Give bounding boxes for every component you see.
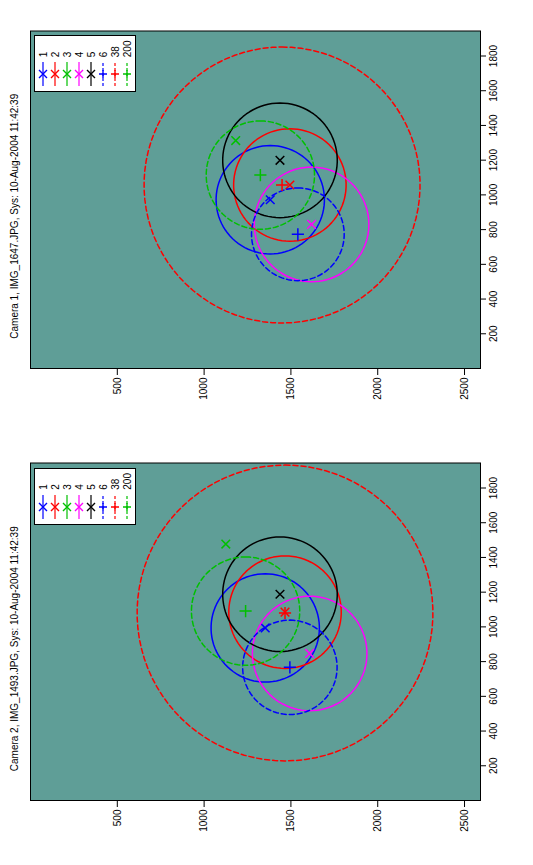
- svg-text:1400: 1400: [488, 114, 499, 137]
- svg-text:1600: 1600: [488, 512, 499, 535]
- svg-text:1800: 1800: [488, 477, 499, 500]
- html-text:5: 5: [85, 51, 97, 58]
- svg-text:1800: 1800: [488, 44, 499, 67]
- svg-text:1200: 1200: [488, 149, 499, 172]
- svg-text:1000: 1000: [198, 377, 209, 400]
- svg-text:1200: 1200: [488, 581, 499, 604]
- svg-text:2000: 2000: [372, 377, 383, 400]
- svg-text:200: 200: [488, 757, 499, 774]
- html-text:Camera 2, IMG_1493.JPG, Sys: 1: Camera 2, IMG_1493.JPG, Sys: 10-Aug-2004…: [9, 526, 20, 772]
- html-text:6: 6: [97, 484, 109, 490]
- html-text:1: 1: [37, 484, 49, 490]
- svg-text:1600: 1600: [488, 79, 499, 102]
- svg-text:600: 600: [488, 688, 499, 705]
- html-text:200: 200: [121, 40, 133, 58]
- svg-text:200: 200: [488, 325, 499, 342]
- svg-text:800: 800: [488, 653, 499, 670]
- svg-text:800: 800: [488, 221, 499, 238]
- svg-text:1500: 1500: [285, 810, 296, 833]
- html-text:4: 4: [73, 484, 85, 490]
- svg-text:1000: 1000: [488, 183, 499, 206]
- html-text:Camera 1, IMG_1647.JPG, Sys: 1: Camera 1, IMG_1647.JPG, Sys: 10-Aug-2004…: [9, 93, 20, 339]
- html-text:3: 3: [61, 51, 73, 58]
- svg-text:400: 400: [488, 723, 499, 740]
- html-text:2: 2: [49, 51, 61, 58]
- svg-text:1500: 1500: [285, 377, 296, 400]
- svg-text:2500: 2500: [459, 810, 470, 833]
- html-text:4: 4: [73, 51, 85, 58]
- html-text:38: 38: [109, 478, 121, 490]
- html-text:2: 2: [49, 484, 61, 490]
- svg-text:2500: 2500: [459, 377, 470, 400]
- html-text:200: 200: [121, 473, 133, 490]
- html-text:5: 5: [85, 484, 97, 490]
- svg-text:1400: 1400: [488, 546, 499, 569]
- svg-text:400: 400: [488, 290, 499, 307]
- svg-text:500: 500: [112, 377, 123, 394]
- html-text:1: 1: [37, 51, 49, 58]
- html-text:38: 38: [109, 46, 121, 58]
- html-text:6: 6: [97, 51, 109, 58]
- svg-text:500: 500: [112, 810, 123, 827]
- svg-text:2000: 2000: [372, 810, 383, 833]
- svg-text:1000: 1000: [198, 810, 209, 833]
- html-text:3: 3: [61, 484, 73, 490]
- svg-text:600: 600: [488, 256, 499, 273]
- svg-text:1000: 1000: [488, 616, 499, 639]
